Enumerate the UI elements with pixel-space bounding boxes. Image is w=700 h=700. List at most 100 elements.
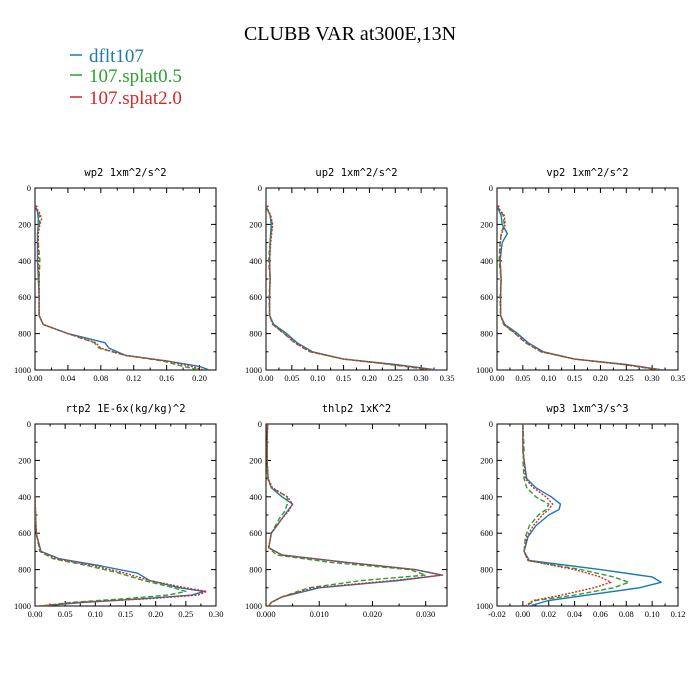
x-tick-label: 0.08	[93, 373, 108, 383]
series-line	[266, 205, 432, 370]
panel-title: up2 1xm^2/s^2	[315, 167, 397, 179]
x-tick-label: 0.10	[310, 373, 325, 383]
panel-title: wp2 1xm^2/s^2	[84, 167, 166, 179]
x-tick-label: 0.20	[192, 373, 207, 383]
legend-item: dflt107	[70, 46, 144, 67]
y-tick-label: 200	[480, 455, 493, 465]
legend-item: 107.splat2.0	[70, 88, 182, 109]
panel-title: wp3 1xm^3/s^3	[546, 403, 628, 415]
x-tick-label: 0.20	[362, 373, 377, 383]
plot-frame	[265, 423, 448, 607]
x-tick-label: 0.06	[593, 609, 608, 619]
x-tick-label: 0.35	[440, 373, 455, 383]
y-tick-label: 800	[480, 329, 493, 339]
x-tick-label: 0.00	[515, 609, 530, 619]
plot-frame	[496, 187, 679, 371]
x-tick-label: -0.02	[488, 609, 506, 619]
x-tick-label: 0.25	[619, 373, 634, 383]
y-tick-label: 0	[258, 419, 262, 429]
figure-title: CLUBB VAR at300E,13N	[244, 23, 456, 45]
y-tick-label: 200	[249, 455, 262, 465]
series-line	[497, 205, 661, 370]
panel-title: thlp2 1xK^2	[322, 403, 392, 415]
x-tick-label: 0.05	[515, 373, 530, 383]
x-tick-label: 0.04	[567, 609, 583, 619]
series-line	[266, 424, 444, 606]
series-line	[35, 496, 187, 606]
y-tick-label: 600	[480, 528, 493, 538]
y-tick-label: 400	[249, 492, 262, 502]
y-tick-label: 0	[489, 419, 493, 429]
x-tick-label: 0.16	[159, 373, 174, 383]
x-tick-label: 0.30	[645, 373, 660, 383]
y-tick-label: 1000	[14, 365, 31, 375]
y-tick-label: 200	[18, 219, 31, 229]
x-tick-label: 0.25	[388, 373, 403, 383]
plot-frame	[34, 423, 217, 607]
legend-label: 107.splat2.0	[89, 88, 182, 109]
x-tick-label: 0.10	[88, 609, 103, 619]
x-tick-label: 0.04	[60, 373, 76, 383]
x-tick-label: 0.010	[310, 609, 329, 619]
x-tick-label: 0.00	[28, 609, 43, 619]
x-tick-label: 0.08	[619, 609, 634, 619]
series-line	[522, 424, 630, 606]
y-tick-label: 400	[249, 256, 262, 266]
x-tick-label: 0.35	[671, 373, 686, 383]
y-tick-label: 600	[249, 292, 262, 302]
legend-item: 107.splat0.5	[70, 66, 182, 87]
legend: dflt107 107.splat0.5 107.splat2.0	[70, 46, 182, 109]
series-line	[266, 424, 427, 606]
x-tick-label: 0.00	[28, 373, 43, 383]
x-tick-label: 0.05	[284, 373, 299, 383]
series-line	[35, 205, 204, 370]
x-tick-label: 0.02	[541, 609, 556, 619]
panel-title: rtp2 1E-6x(kg/kg)^2	[65, 403, 185, 415]
x-tick-label: 0.15	[567, 373, 582, 383]
legend-label: dflt107	[89, 46, 144, 67]
chart-panel: wp3 1xm^3/s^3 0 200 400 600 800 1000-0.02 0.00 0…	[476, 403, 685, 619]
series-line	[266, 205, 435, 370]
x-tick-label: 0.30	[414, 373, 429, 383]
x-tick-label: 0.20	[148, 609, 163, 619]
series-line	[497, 205, 662, 370]
y-tick-label: 0	[258, 183, 262, 193]
x-tick-label: 0.15	[336, 373, 351, 383]
x-tick-label: 0.030	[416, 609, 435, 619]
x-tick-label: 0.000	[256, 609, 275, 619]
series-line	[35, 496, 208, 606]
y-tick-label: 200	[18, 455, 31, 465]
y-tick-label: 400	[18, 256, 31, 266]
y-tick-label: 0	[27, 419, 31, 429]
y-tick-label: 1000	[14, 601, 31, 611]
series-line	[497, 205, 663, 370]
series-line	[266, 205, 437, 370]
y-tick-label: 400	[18, 492, 31, 502]
chart-panel: rtp2 1E-6x(kg/kg)^2 0 200 400 600 800 10000.00…	[14, 403, 223, 619]
x-tick-label: 0.10	[541, 373, 556, 383]
legend-label: 107.splat0.5	[89, 66, 182, 87]
plot-frame	[34, 187, 217, 371]
x-tick-label: 0.30	[209, 609, 224, 619]
y-tick-label: 400	[480, 256, 493, 266]
series-line	[35, 205, 200, 370]
y-tick-label: 0	[489, 183, 493, 193]
y-tick-label: 400	[480, 492, 493, 502]
y-tick-label: 200	[480, 219, 493, 229]
y-tick-label: 1000	[245, 601, 262, 611]
y-tick-label: 800	[249, 565, 262, 575]
y-tick-label: 800	[18, 329, 31, 339]
series-line	[522, 424, 662, 606]
y-tick-label: 200	[249, 219, 262, 229]
x-tick-label: 0.020	[363, 609, 382, 619]
y-tick-label: 800	[249, 329, 262, 339]
x-tick-label: 0.00	[490, 373, 505, 383]
x-tick-label: 0.20	[593, 373, 608, 383]
y-tick-label: 600	[480, 292, 493, 302]
y-tick-label: 600	[249, 528, 262, 538]
